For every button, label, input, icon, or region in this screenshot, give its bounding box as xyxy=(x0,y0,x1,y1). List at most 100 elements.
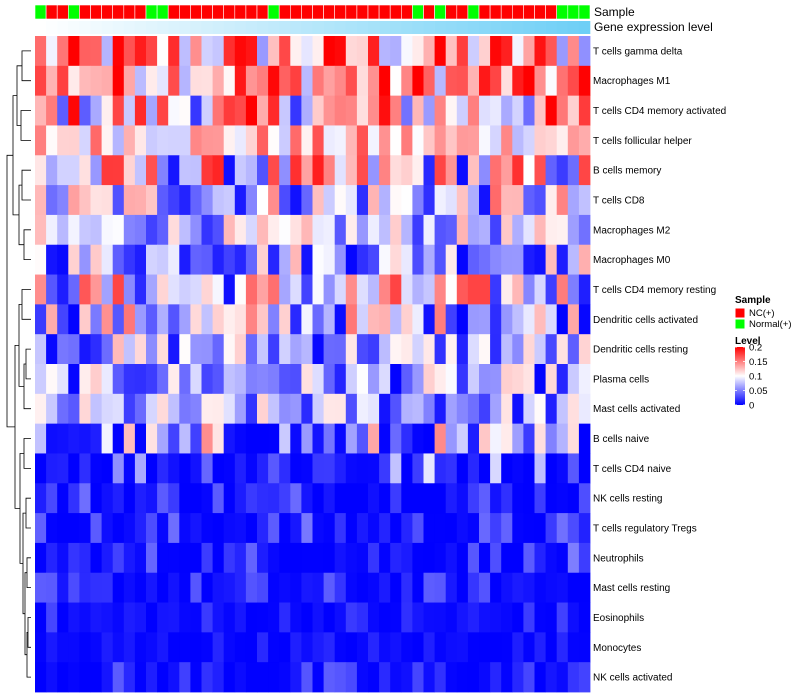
heatmap-cell xyxy=(290,364,302,395)
sample-annotation-cell xyxy=(289,4,302,20)
heatmap-cell xyxy=(423,513,435,544)
heatmap-cell xyxy=(146,602,158,633)
heatmap-cell xyxy=(301,513,313,544)
heatmap-cell xyxy=(79,453,91,484)
level-annotation-cell xyxy=(501,21,513,34)
row-label: B cells memory xyxy=(593,166,661,177)
heatmap-cell xyxy=(268,304,280,335)
legend-swatch-normal xyxy=(734,318,746,330)
heatmap-cell xyxy=(90,155,102,186)
heatmap-cell xyxy=(312,155,324,186)
heatmap-cell xyxy=(279,36,291,67)
heatmap-cell xyxy=(423,483,435,514)
heatmap-cell xyxy=(556,602,569,633)
heatmap-cell xyxy=(35,632,47,663)
heatmap-cell xyxy=(79,274,91,305)
level-annotation-cell xyxy=(201,21,213,34)
heatmap-cell xyxy=(168,185,180,216)
heatmap-cell xyxy=(212,542,225,574)
heatmap-cell xyxy=(390,185,402,216)
heatmap-cell xyxy=(345,274,358,305)
heatmap-cell xyxy=(412,36,424,67)
heatmap-cell xyxy=(512,364,524,395)
heatmap-cell xyxy=(567,632,580,663)
heatmap-cell xyxy=(545,393,558,425)
heatmap-cell xyxy=(257,602,269,633)
heatmap-cell xyxy=(456,36,469,67)
heatmap-cell xyxy=(312,572,324,603)
heatmap-cell xyxy=(101,393,114,425)
heatmap-cell xyxy=(168,36,180,67)
heatmap-cell xyxy=(523,125,535,156)
dendrogram-branch xyxy=(27,617,31,648)
level-annotation-cell xyxy=(179,21,191,34)
heatmap-cell xyxy=(112,36,125,67)
heatmap-cell xyxy=(334,36,347,67)
heatmap-cell xyxy=(467,423,480,454)
heatmap-cell xyxy=(534,185,546,216)
legend-tick-label: 0.15 xyxy=(749,357,768,368)
heatmap-cell xyxy=(368,274,380,305)
heatmap-cell xyxy=(312,364,324,395)
heatmap-cell xyxy=(401,602,413,633)
heatmap-cell xyxy=(456,214,469,246)
heatmap-cell xyxy=(379,36,391,67)
heatmap-cell xyxy=(268,393,280,425)
heatmap-cell xyxy=(512,572,524,603)
heatmap-cell xyxy=(578,214,591,246)
heatmap-cell xyxy=(545,155,558,186)
heatmap-cell xyxy=(545,304,558,335)
heatmap-cell xyxy=(445,155,458,186)
heatmap-cell xyxy=(556,65,569,97)
row-label: Plasma cells xyxy=(593,374,649,385)
heatmap-cell xyxy=(578,393,591,425)
heatmap-cell xyxy=(412,662,424,693)
heatmap-cell xyxy=(368,513,380,544)
heatmap-cell xyxy=(79,364,91,395)
heatmap-cell xyxy=(146,334,158,365)
heatmap-cell xyxy=(245,602,258,633)
heatmap-cell xyxy=(368,542,380,574)
heatmap-cell xyxy=(301,632,313,663)
heatmap-cell xyxy=(290,334,302,365)
row-label: NK cells resting xyxy=(593,494,662,505)
heatmap-cell xyxy=(190,95,202,126)
heatmap-cell xyxy=(545,214,558,246)
heatmap-cell xyxy=(523,423,535,454)
heatmap-cell xyxy=(279,393,291,425)
heatmap-cell xyxy=(201,304,213,335)
heatmap-cell xyxy=(179,423,191,454)
heatmap-cell xyxy=(268,632,280,663)
level-annotation-cell xyxy=(146,21,158,34)
sample-annotation-cell xyxy=(301,4,313,20)
heatmap-cell xyxy=(223,632,236,663)
heatmap-cell xyxy=(345,155,358,186)
row-label: Mast cells activated xyxy=(593,404,680,415)
level-annotation-cell xyxy=(301,21,313,34)
row-label: Neutrophils xyxy=(593,553,644,564)
dendrogram-branch xyxy=(18,184,24,246)
heatmap-cell xyxy=(423,423,435,454)
heatmap-cell xyxy=(534,662,546,693)
heatmap-cell xyxy=(134,36,147,67)
heatmap-cell xyxy=(35,453,47,484)
heatmap-cell xyxy=(35,244,47,275)
heatmap-cell xyxy=(390,36,402,67)
heatmap-cell xyxy=(68,453,80,484)
heatmap-cell xyxy=(501,602,513,633)
heatmap-cell xyxy=(68,602,80,633)
dendrogram-branch xyxy=(25,348,31,380)
sample-annotation-cell xyxy=(234,4,247,20)
heatmap-cell xyxy=(201,662,213,693)
heatmap-cell xyxy=(545,423,558,454)
heatmap-cell xyxy=(201,65,213,97)
level-annotation-cell xyxy=(212,21,224,34)
heatmap-cell xyxy=(179,214,191,246)
heatmap-cell xyxy=(112,65,125,97)
heatmap-cell xyxy=(212,483,225,514)
dendrogram-branch xyxy=(21,289,31,320)
heatmap-cell xyxy=(401,65,413,97)
heatmap-cell xyxy=(534,244,546,275)
level-annotation-cell xyxy=(401,21,413,34)
heatmap-cell xyxy=(290,542,302,574)
